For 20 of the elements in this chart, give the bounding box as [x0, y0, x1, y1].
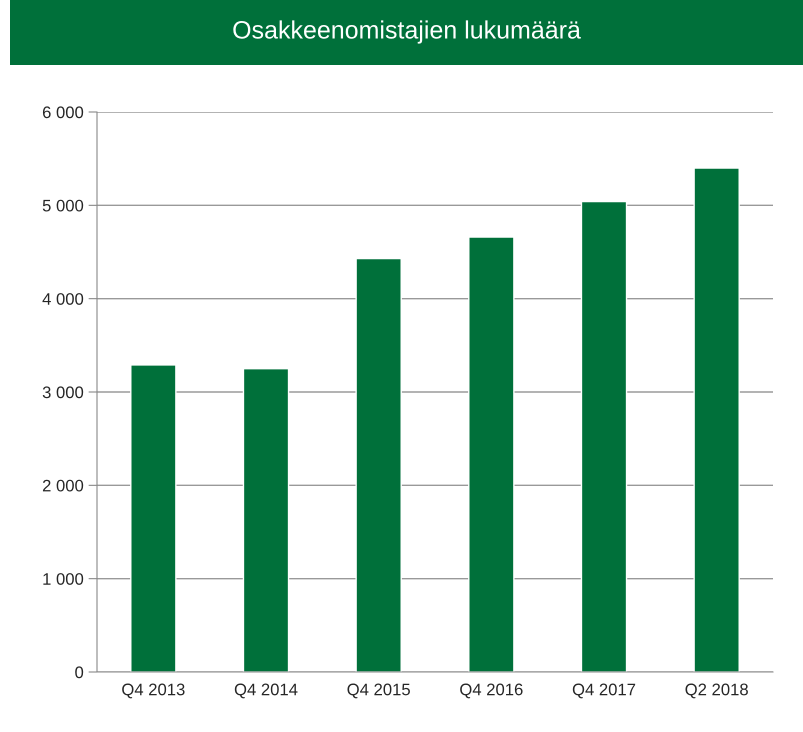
y-tick-label: 2 000 [42, 480, 84, 492]
x-tick-label: Q2 2018 [685, 684, 748, 698]
bar [130, 364, 177, 672]
bar [580, 200, 628, 672]
y-tick-label: 4 000 [42, 293, 84, 305]
bar [355, 258, 402, 672]
bar [468, 236, 515, 672]
x-tick-label: Q4 2014 [234, 684, 298, 698]
y-tick-label: 3 000 [42, 386, 84, 398]
chart-title: Osakkeenomistajien lukumäärä [233, 20, 581, 44]
y-tick-label: 0 [75, 666, 84, 678]
x-tick-label: Q4 2015 [347, 684, 410, 698]
bar [693, 167, 740, 672]
x-tick-label: Q4 2013 [122, 684, 185, 698]
y-tick-label: 1 000 [43, 573, 84, 585]
x-tick-label: Q4 2017 [572, 684, 636, 698]
y-tick-label: 6 000 [42, 106, 84, 118]
x-tick-label: Q4 2016 [460, 684, 523, 698]
y-tick-label: 5 000 [42, 200, 84, 212]
bar [242, 368, 290, 672]
